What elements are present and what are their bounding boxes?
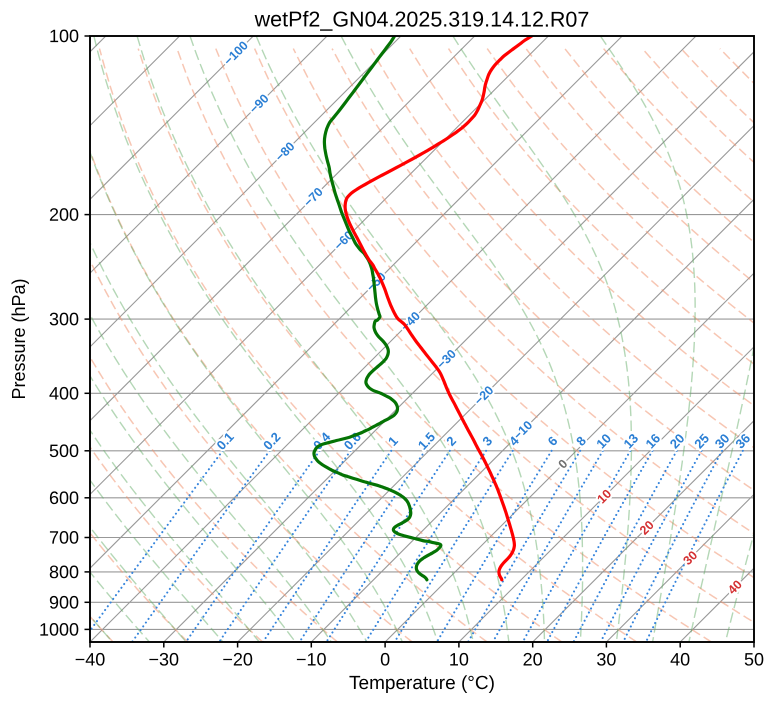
svg-text:0: 0 [380, 649, 390, 669]
svg-text:30: 30 [596, 649, 616, 669]
svg-text:300: 300 [49, 309, 79, 329]
svg-text:1000: 1000 [39, 620, 79, 640]
svg-text:100: 100 [49, 26, 79, 46]
svg-text:50: 50 [744, 649, 764, 669]
svg-text:−20: −20 [222, 649, 253, 669]
svg-text:800: 800 [49, 562, 79, 582]
svg-text:−30: −30 [149, 649, 180, 669]
svg-text:Pressure (hPa): Pressure (hPa) [9, 278, 29, 399]
svg-text:200: 200 [49, 205, 79, 225]
svg-text:wetPf2_GN04.2025.319.14.12.R07: wetPf2_GN04.2025.319.14.12.R07 [254, 7, 590, 31]
svg-text:700: 700 [49, 528, 79, 548]
svg-text:900: 900 [49, 592, 79, 612]
svg-text:−10: −10 [296, 649, 327, 669]
svg-text:400: 400 [49, 383, 79, 403]
svg-text:−40: −40 [75, 649, 106, 669]
svg-text:20: 20 [523, 649, 543, 669]
svg-text:Temperature (°C): Temperature (°C) [349, 673, 495, 694]
svg-text:500: 500 [49, 441, 79, 461]
svg-text:10: 10 [449, 649, 469, 669]
svg-text:40: 40 [670, 649, 690, 669]
svg-text:600: 600 [49, 488, 79, 508]
